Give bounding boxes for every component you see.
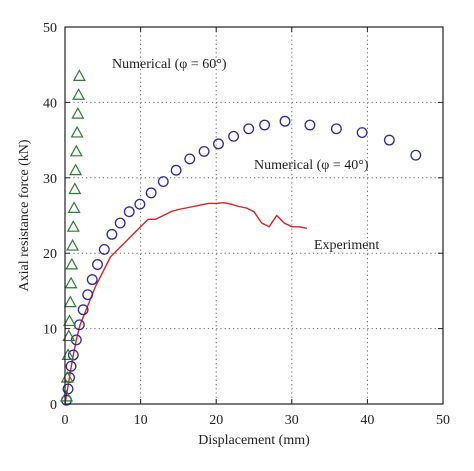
circle-point xyxy=(198,145,210,157)
circle-point xyxy=(213,138,224,150)
circle-point xyxy=(114,217,126,229)
triangle-point xyxy=(67,201,81,213)
y-tick-label: 0 xyxy=(50,398,57,413)
triangle-point xyxy=(68,182,82,195)
x-tick-label: 30 xyxy=(285,413,299,428)
annotation-numerical-60: Numerical (φ = 60°) xyxy=(112,57,227,72)
grid xyxy=(65,27,443,404)
numerical-40-series xyxy=(61,115,422,406)
triangle-point xyxy=(66,238,80,251)
circle-point xyxy=(82,289,94,301)
circle-point xyxy=(134,198,146,210)
circle-point xyxy=(259,119,271,131)
circle-point xyxy=(70,334,82,346)
annotation-numerical-40: Numerical (φ = 40°) xyxy=(254,158,369,173)
circle-point xyxy=(330,123,342,135)
y-tick-label: 40 xyxy=(43,96,57,111)
x-tick-label: 0 xyxy=(62,413,69,428)
circle-point xyxy=(123,206,135,218)
circle-point xyxy=(356,127,368,139)
y-tick-label: 10 xyxy=(43,323,57,338)
y-axis-title: Axial resistance force (kN) xyxy=(17,139,32,291)
circle-point xyxy=(184,153,196,165)
circle-point xyxy=(279,115,291,127)
triangle-point xyxy=(70,125,84,138)
annotation-experiment: Experiment xyxy=(314,238,379,253)
circle-point xyxy=(304,119,316,131)
triangle-point xyxy=(72,88,86,100)
triangle-point xyxy=(72,69,86,82)
circle-point xyxy=(92,259,103,270)
circle-point xyxy=(383,134,395,146)
circle-point xyxy=(65,360,77,372)
x-axis-title: Displacement (mm) xyxy=(198,433,310,448)
circle-point xyxy=(106,228,118,240)
y-tick-label: 30 xyxy=(43,172,57,187)
triangle-point xyxy=(66,220,80,232)
axis-ticks xyxy=(64,26,444,405)
tick-labels: 0 10 20 30 40 50 0 10 20 30 40 50 xyxy=(43,21,450,428)
circle-point xyxy=(170,164,182,176)
triangle-point xyxy=(65,257,79,270)
triangle-point xyxy=(69,163,83,176)
circle-point xyxy=(157,176,169,188)
plot-frame xyxy=(64,26,444,405)
y-tick-label: 20 xyxy=(43,247,57,262)
triangle-point xyxy=(71,106,85,119)
x-tick-label: 10 xyxy=(134,413,148,428)
circle-point xyxy=(98,243,110,255)
triangle-point xyxy=(63,314,77,327)
triangle-point xyxy=(63,295,77,308)
circle-point xyxy=(228,130,240,142)
circle-point xyxy=(145,187,157,199)
triangle-point xyxy=(64,276,78,289)
circle-point xyxy=(243,123,255,135)
circle-point xyxy=(86,274,98,286)
triangle-point xyxy=(62,329,76,342)
triangle-point xyxy=(59,389,74,402)
circle-point xyxy=(77,304,89,316)
x-tick-label: 50 xyxy=(436,413,450,428)
triangle-point xyxy=(69,144,83,157)
x-tick-label: 20 xyxy=(209,413,223,428)
x-tick-label: 40 xyxy=(360,413,374,428)
y-tick-label: 50 xyxy=(43,21,57,36)
circle-point xyxy=(410,149,422,161)
